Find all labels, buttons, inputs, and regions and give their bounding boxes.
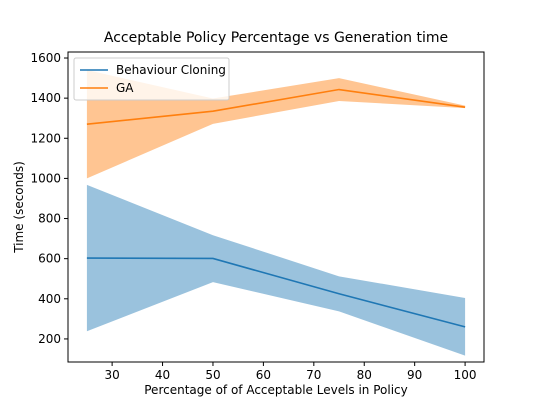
x-tick-label: 80 — [357, 368, 372, 382]
x-axis-title: Percentage of of Acceptable Levels in Po… — [144, 383, 408, 397]
x-axis-ticks: 30 40 50 60 70 80 90 100 — [104, 362, 477, 382]
x-tick-label: 100 — [454, 368, 477, 382]
x-tick-label: 40 — [155, 368, 170, 382]
x-tick-label: 90 — [407, 368, 422, 382]
line-series-0 — [86, 257, 466, 328]
y-tick-label: 1200 — [30, 131, 61, 145]
band-series-0 — [86, 184, 466, 356]
legend-label: GA — [116, 81, 134, 95]
y-tick-label: 800 — [38, 212, 61, 226]
line-series-1 — [86, 88, 466, 126]
series-lines — [86, 88, 466, 328]
y-axis-title: Time (seconds) — [12, 161, 26, 254]
x-tick-label: 30 — [104, 368, 119, 382]
y-tick-label: 1400 — [30, 91, 61, 105]
legend-label: Behaviour Cloning — [116, 63, 226, 77]
legend-box — [73, 57, 230, 101]
y-tick-label: 400 — [38, 292, 61, 306]
plot-area-frame — [67, 51, 485, 363]
x-tick-label: 60 — [256, 368, 271, 382]
y-tick-label: 1600 — [30, 51, 61, 65]
y-tick-label: 1000 — [30, 171, 61, 185]
y-tick-label: 200 — [38, 332, 61, 346]
y-axis-ticks: 200 400 600 800 1000 1200 1400 1600 — [30, 51, 68, 346]
legend: Behaviour Cloning GA — [73, 57, 230, 101]
x-tick-label: 50 — [205, 368, 220, 382]
chart-title: Acceptable Policy Percentage vs Generati… — [104, 30, 448, 46]
x-tick-label: 70 — [306, 368, 321, 382]
y-tick-label: 600 — [38, 252, 61, 266]
